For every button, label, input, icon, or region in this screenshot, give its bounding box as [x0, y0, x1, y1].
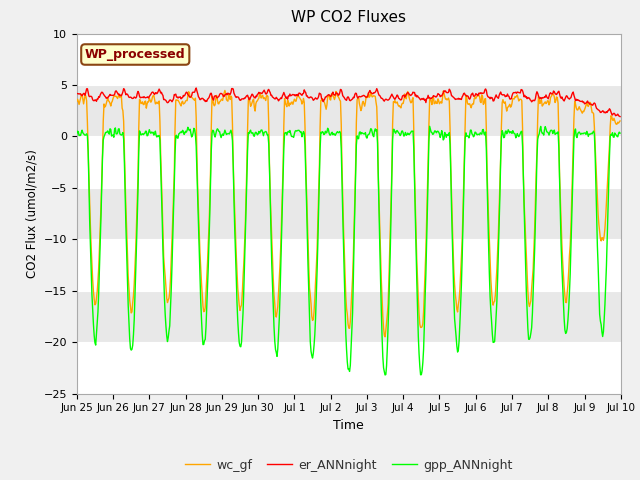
Bar	[77, 291, 621, 342]
Text: WP_processed: WP_processed	[85, 48, 186, 61]
Line: wc_gf: wc_gf	[77, 91, 620, 337]
Line: er_ANNnight: er_ANNnight	[77, 88, 620, 117]
Line: gpp_ANNnight: gpp_ANNnight	[77, 126, 620, 375]
Title: WP CO2 Fluxes: WP CO2 Fluxes	[291, 11, 406, 25]
X-axis label: Time: Time	[333, 419, 364, 432]
Legend: wc_gf, er_ANNnight, gpp_ANNnight: wc_gf, er_ANNnight, gpp_ANNnight	[180, 454, 518, 477]
Bar	[77, 85, 621, 136]
Y-axis label: CO2 Flux (umol/m2/s): CO2 Flux (umol/m2/s)	[25, 149, 38, 278]
Bar	[77, 188, 621, 240]
